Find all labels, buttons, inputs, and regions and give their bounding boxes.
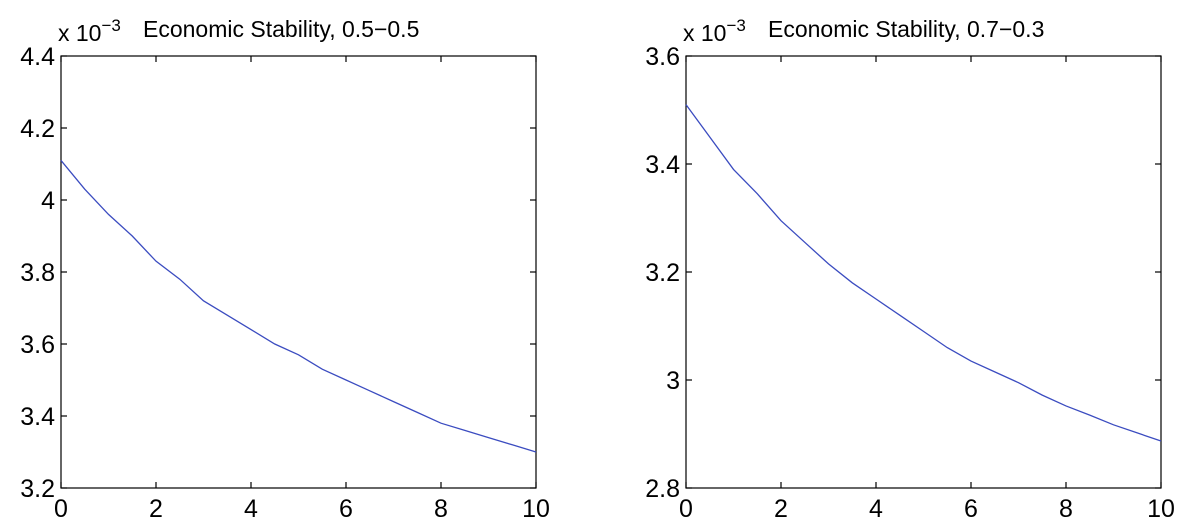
axis-multiplier: x 10−3 <box>58 16 121 46</box>
y-tick-label: 4.2 <box>20 115 55 143</box>
series-line <box>685 104 1162 442</box>
x-tick-label: 8 <box>1059 495 1073 523</box>
multiplier-exponent: −3 <box>726 16 745 35</box>
x-tick-label: 4 <box>869 495 883 523</box>
multiplier-base: x 10 <box>58 20 101 46</box>
y-tick-label: 3.2 <box>20 475 55 503</box>
chart-title: Economic Stability, 0.7−0.3 <box>768 16 1044 42</box>
y-tick-label: 4 <box>41 187 55 215</box>
multiplier-base: x 10 <box>683 20 726 46</box>
x-tick-label: 10 <box>522 495 550 523</box>
y-tick-label: 3.4 <box>645 151 680 179</box>
y-tick-label: 3.4 <box>20 403 55 431</box>
y-tick-label: 2.8 <box>645 475 680 503</box>
x-tick-label: 8 <box>434 495 448 523</box>
axes-box <box>685 55 1162 489</box>
y-tick-label: 3.6 <box>20 331 55 359</box>
y-tick-label: 3.2 <box>645 259 680 287</box>
chart-title: Economic Stability, 0.5−0.5 <box>143 16 419 42</box>
y-tick-label: 3 <box>666 367 680 395</box>
series-line <box>60 159 537 453</box>
x-tick-label: 2 <box>774 495 788 523</box>
x-tick-label: 2 <box>149 495 163 523</box>
multiplier-exponent: −3 <box>101 16 120 35</box>
y-tick-label: 3.6 <box>645 43 680 71</box>
y-tick-label: 4.4 <box>20 43 55 71</box>
axis-multiplier: x 10−3 <box>683 16 746 46</box>
chart-economic-stability-0.7-0.3: 0 2 4 6 8 10 2.8 3 3.2 3.4 3.6x 10−3 Economic Stabi… <box>645 16 1175 523</box>
x-tick-label: 6 <box>339 495 353 523</box>
x-tick-label: 10 <box>1147 495 1175 523</box>
x-tick-label: 0 <box>54 495 68 523</box>
axes-box <box>60 55 537 489</box>
x-tick-label: 0 <box>679 495 693 523</box>
x-tick-label: 6 <box>964 495 978 523</box>
x-tick-label: 4 <box>244 495 258 523</box>
chart-economic-stability-0.5-0.5: 0 2 4 6 8 10 3.2 3.4 3.6 3.8 4 4.2 4.4x 10−3 Economic… <box>20 16 550 523</box>
y-tick-label: 3.8 <box>20 259 55 287</box>
